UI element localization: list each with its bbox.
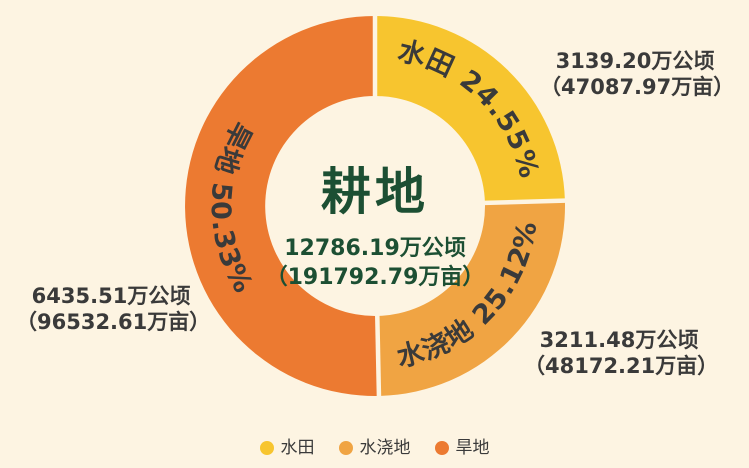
segment-gap bbox=[480, 198, 569, 206]
legend-item-dry-land: 旱地 bbox=[434, 438, 490, 458]
donut-segment-irrigated-land bbox=[377, 200, 565, 396]
annotation-dry-land: 6435.51万公顷 （96532.61万亩） bbox=[16, 283, 211, 335]
legend: 水田 水浇地 旱地 bbox=[0, 438, 749, 458]
annotation-paddy-field: 3139.20万公顷 （47087.97万亩） bbox=[540, 48, 735, 100]
chart-title: 耕地 bbox=[321, 163, 429, 221]
annotation-line-hectares: 3211.48万公顷 bbox=[539, 328, 699, 352]
center-total-mu: （191792.79万亩） bbox=[265, 265, 485, 290]
annotation-irrigated-land: 3211.48万公顷 （48172.21万亩） bbox=[524, 327, 719, 379]
segment-gap bbox=[374, 311, 382, 401]
legend-item-paddy-field: 水田 bbox=[259, 438, 315, 458]
donut-segment-dry-land bbox=[185, 16, 379, 396]
annotation-line-hectares: 6435.51万公顷 bbox=[31, 284, 191, 308]
legend-dot-paddy-field bbox=[259, 441, 274, 455]
annotation-line-mu: （48172.21万亩） bbox=[524, 354, 719, 378]
legend-label-paddy-field: 水田 bbox=[280, 438, 315, 458]
legend-dot-irrigated-land bbox=[338, 441, 353, 455]
annotation-line-mu: （96532.61万亩） bbox=[16, 310, 211, 334]
donut-center-block: 耕地 12786.19万公顷 （191792.79万亩） bbox=[255, 164, 495, 291]
legend-dot-dry-land bbox=[434, 441, 449, 455]
annotation-line-hectares: 3139.20万公顷 bbox=[555, 49, 715, 73]
annotation-line-mu: （47087.97万亩） bbox=[540, 75, 735, 99]
donut-segment-paddy-field bbox=[375, 16, 565, 203]
center-total-hectares: 12786.19万公顷 bbox=[284, 236, 466, 261]
legend-item-irrigated-land: 水浇地 bbox=[338, 438, 411, 458]
legend-label-dry-land: 旱地 bbox=[455, 438, 490, 458]
legend-label-irrigated-land: 水浇地 bbox=[359, 438, 411, 458]
